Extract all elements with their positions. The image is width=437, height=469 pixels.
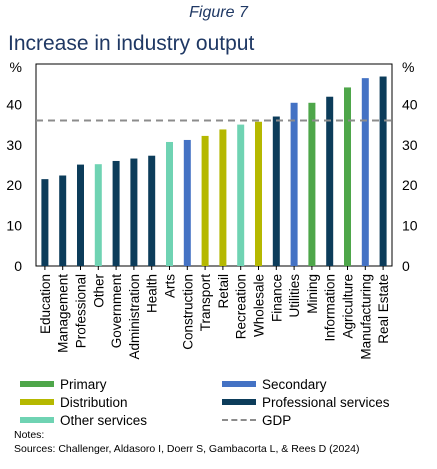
legend-label-secondary: Secondary <box>262 376 327 392</box>
x-label-wholesale: Wholesale <box>252 274 267 337</box>
y-tick-left-20: 20 <box>6 177 22 193</box>
x-label-government: Government <box>109 274 124 349</box>
bar-administration <box>130 158 138 266</box>
legend-distribution: Distribution <box>20 394 128 410</box>
y-tick-right-30: 30 <box>402 137 418 153</box>
x-label-manufacturing: Manufacturing <box>358 274 373 360</box>
y-tick-right-10: 10 <box>402 218 418 234</box>
y-tick-right-40: 40 <box>402 96 418 112</box>
x-label-recreation: Recreation <box>234 274 249 339</box>
x-label-education: Education <box>38 274 53 334</box>
x-label-other: Other <box>91 273 106 307</box>
legend-swatch-primary <box>20 381 54 387</box>
x-label-transport: Transport <box>198 274 213 332</box>
legend-gdp: GDP <box>222 412 291 428</box>
y-unit-left: % <box>10 59 22 75</box>
x-label-real-estate: Real Estate <box>376 274 391 344</box>
bar-professional <box>77 164 84 266</box>
chart-title: Increase in industry output <box>8 32 255 55</box>
legend-label-distribution: Distribution <box>60 394 128 410</box>
x-label-construction: Construction <box>180 274 195 350</box>
legend-other-services: Other services <box>20 412 147 428</box>
notes-heading: Notes: <box>14 429 45 441</box>
x-label-finance: Finance <box>269 274 284 322</box>
legend-swatch-gdp <box>222 419 256 421</box>
notes: Notes: Sources: Challenger, Aldasoro I, … <box>14 428 360 456</box>
bar-recreation <box>237 124 245 266</box>
x-label-professional: Professional <box>74 274 89 348</box>
sources-text: Sources: Challenger, Aldasoro I, Doerr S… <box>14 443 360 455</box>
legend-swatch-secondary <box>222 381 256 387</box>
y-tick-left-0: 0 <box>14 258 22 274</box>
x-label-retail: Retail <box>216 274 231 309</box>
bar-chart: 0 0 10 10 20 20 30 30 40 40% % Education Management P… <box>6 59 418 360</box>
x-label-mining: Mining <box>305 274 320 314</box>
legend-professional: Professional services <box>222 394 390 410</box>
bar-transport <box>201 135 209 266</box>
legend-primary: Primary <box>20 376 107 392</box>
bar-information <box>326 96 334 266</box>
y-tick-left-10: 10 <box>6 218 22 234</box>
bar-management <box>59 175 67 266</box>
plot-frame <box>35 63 393 267</box>
legend-swatch-distribution <box>20 399 54 405</box>
bar-finance <box>272 116 280 267</box>
bar-mining <box>308 102 316 266</box>
legend-label-other-services: Other services <box>60 412 148 428</box>
x-label-agriculture: Agriculture <box>341 274 356 339</box>
bar-arts <box>166 141 173 266</box>
bar-construction <box>183 139 191 266</box>
legend-swatch-other-services <box>20 417 54 423</box>
bar-retail <box>219 129 227 266</box>
bar-other <box>94 164 102 266</box>
x-label-health: Health <box>145 274 160 313</box>
y-tick-right-20: 20 <box>402 177 418 193</box>
y-tick-left-30: 30 <box>6 137 22 153</box>
bar-wholesale <box>255 121 262 266</box>
x-label-management: Management <box>56 274 71 353</box>
x-label-administration: Administration <box>127 274 142 360</box>
bar-government <box>112 160 120 266</box>
x-label-arts: Arts <box>163 274 178 298</box>
x-label-information: Information <box>323 274 338 342</box>
x-label-utilities: Utilities <box>287 274 302 318</box>
y-tick-right-0: 0 <box>402 258 410 274</box>
bar-health <box>148 155 156 266</box>
figure-label: Figure 7 <box>189 4 248 21</box>
legend-label-professional: Professional services <box>262 394 390 410</box>
bar-utilities <box>290 102 298 266</box>
y-unit-right: % <box>402 59 414 75</box>
legend-swatch-professional <box>222 399 256 405</box>
bar-agriculture <box>344 87 351 266</box>
y-tick-left-40: 40 <box>6 96 22 112</box>
legend-label-primary: Primary <box>60 376 107 392</box>
bar-manufacturing <box>361 78 369 266</box>
legend-label-gdp: GDP <box>262 412 292 428</box>
bar-education <box>41 179 49 266</box>
legend-secondary: Secondary <box>222 376 327 392</box>
bar-real-estate <box>379 76 387 266</box>
